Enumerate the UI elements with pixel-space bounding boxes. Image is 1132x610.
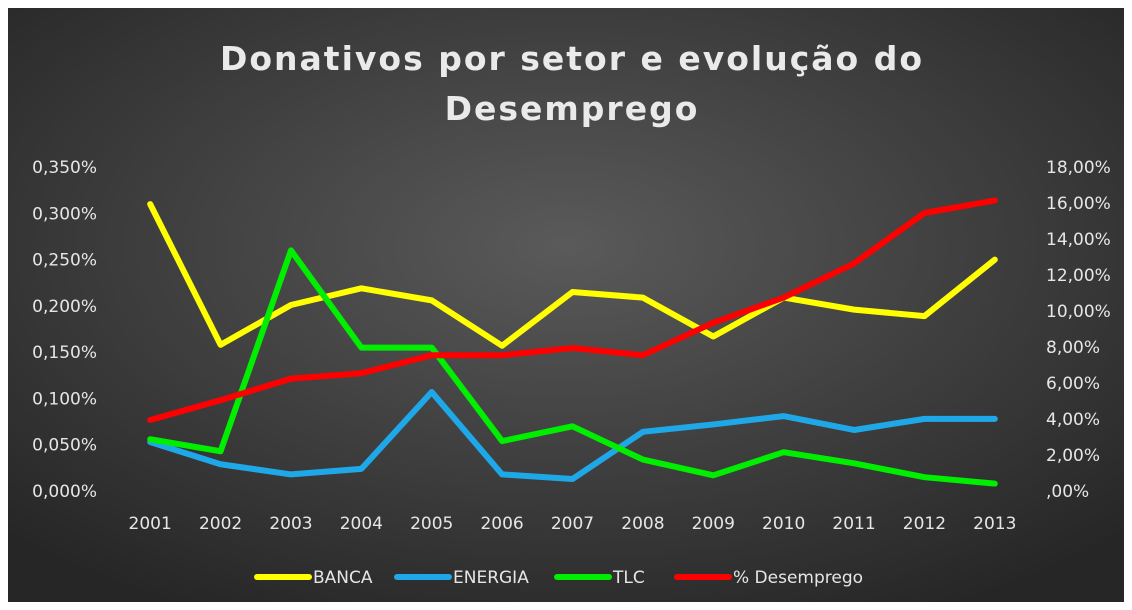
x-tick-label: 2008 bbox=[621, 514, 664, 534]
legend-label: % Desemprego bbox=[733, 568, 863, 588]
y2-tick-label: ,00% bbox=[1046, 482, 1089, 502]
y2-tick-label: 14,00% bbox=[1046, 230, 1111, 250]
y-tick-label: 0,300% bbox=[32, 204, 97, 224]
y-tick-label: 0,150% bbox=[32, 343, 97, 363]
x-tick-label: 2002 bbox=[199, 514, 242, 534]
y2-tick-label: 4,00% bbox=[1046, 410, 1100, 430]
x-tick-label: 2006 bbox=[480, 514, 523, 534]
y-tick-label: 0,050% bbox=[32, 436, 97, 456]
y-tick-label: 0,200% bbox=[32, 297, 97, 317]
y2-tick-label: 18,00% bbox=[1046, 158, 1111, 178]
y-tick-label: 0,000% bbox=[32, 482, 97, 502]
y2-tick-label: 12,00% bbox=[1046, 266, 1111, 286]
y-tick-label: 0,100% bbox=[32, 389, 97, 409]
chart-title: Donativos por setor e evolução do Desempr… bbox=[220, 39, 924, 128]
x-tick-label: 2013 bbox=[973, 514, 1016, 534]
x-tick-label: 2005 bbox=[410, 514, 453, 534]
x-tick-label: 2012 bbox=[903, 514, 946, 534]
series-line bbox=[147, 197, 998, 423]
series-line bbox=[147, 201, 998, 349]
x-tick-label: 2010 bbox=[762, 514, 805, 534]
x-tick-label: 2003 bbox=[269, 514, 312, 534]
y-tick-label: 0,250% bbox=[32, 251, 97, 271]
y2-tick-label: 2,00% bbox=[1046, 446, 1100, 466]
y2-tick-label: 16,00% bbox=[1046, 194, 1111, 214]
series-line bbox=[147, 389, 998, 483]
x-tick-label: 2007 bbox=[551, 514, 594, 534]
y2-tick-label: 6,00% bbox=[1046, 374, 1100, 394]
series-line bbox=[147, 247, 998, 487]
legend-label: BANCA bbox=[313, 568, 373, 588]
x-tick-label: 2011 bbox=[832, 514, 875, 534]
y2-tick-label: 10,00% bbox=[1046, 302, 1111, 322]
x-tick-label: 2001 bbox=[129, 514, 172, 534]
y-tick-label: 0,350% bbox=[32, 158, 97, 178]
x-tick-label: 2004 bbox=[340, 514, 383, 534]
y2-tick-label: 8,00% bbox=[1046, 338, 1100, 358]
x-tick-label: 2009 bbox=[692, 514, 735, 534]
legend-label: TLC bbox=[612, 568, 645, 588]
legend-label: ENERGIA bbox=[453, 568, 529, 588]
